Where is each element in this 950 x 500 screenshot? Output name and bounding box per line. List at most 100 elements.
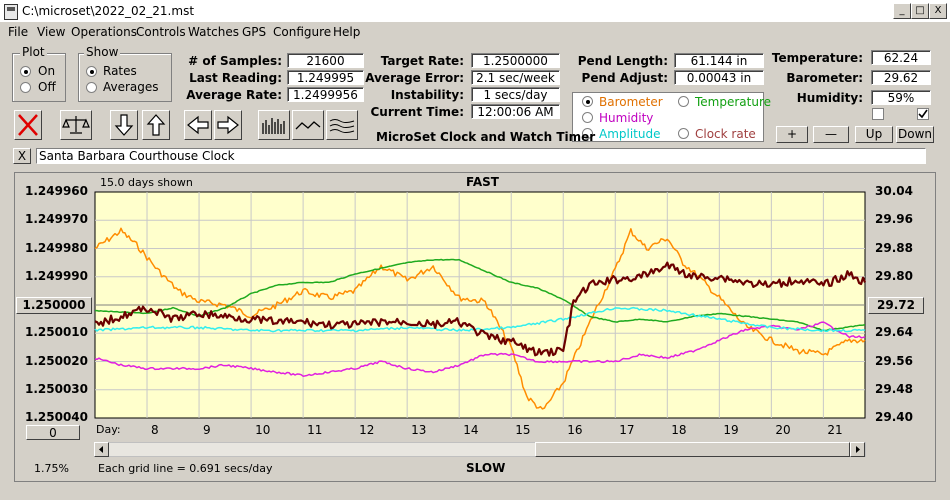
title-bar[interactable]: C:\microset\2022_02_21.mst _ □ X	[0, 0, 950, 22]
menu-file[interactable]: File	[8, 25, 29, 39]
scrollbar-thumb[interactable]	[535, 442, 850, 457]
y2-tick-label: 29.40	[875, 410, 913, 424]
rate-down-button[interactable]	[110, 110, 138, 140]
checkbox-right[interactable]	[917, 108, 929, 120]
line-graph-icon	[295, 121, 321, 130]
scroll-left-button[interactable]	[184, 110, 212, 140]
right-axis-center-button[interactable]: 29.72	[868, 297, 924, 314]
checkbox-left[interactable]	[872, 108, 884, 120]
series-temperature	[95, 258, 866, 332]
pend-adjust-label: Pend Adjust:	[581, 71, 668, 85]
left-arrow-icon	[187, 115, 209, 135]
pend-length-field: 61.144 in	[674, 53, 764, 68]
histogram-view-button[interactable]	[258, 110, 290, 140]
show-group	[78, 53, 172, 102]
y-tick-label: 1.250030	[24, 381, 88, 396]
up-button[interactable]: Up	[855, 126, 893, 143]
pend-adjust-field: 0.00043 in	[674, 70, 764, 85]
zoom-level: 1.75%	[34, 462, 69, 475]
app-caption: MicroSet Clock and Watch Timer	[376, 130, 596, 144]
stop-button[interactable]	[14, 110, 42, 140]
app-icon[interactable]	[4, 4, 18, 20]
rate-up-button[interactable]	[142, 110, 170, 140]
show-rates-radio[interactable]	[86, 66, 97, 77]
last-reading-field: 1.249995	[287, 70, 364, 85]
chart-frame	[14, 172, 936, 482]
amplitude-option-label[interactable]: Amplitude	[599, 127, 661, 141]
menu-view[interactable]: View	[37, 25, 66, 39]
line-view-button[interactable]	[292, 110, 324, 140]
smooth-view-button[interactable]	[326, 110, 358, 140]
sensor-options-panel	[572, 92, 764, 142]
barometer-option-label[interactable]: Barometer	[599, 95, 663, 109]
y2-tick-label: 29.80	[875, 268, 913, 283]
x-tick-label: 15	[515, 423, 531, 437]
right-triangle-icon	[856, 446, 860, 453]
x-tick-label: 10	[255, 423, 271, 437]
target-rate-field: 1.2500000	[471, 53, 560, 68]
slow-label: SLOW	[466, 461, 506, 475]
show-rates-label[interactable]: Rates	[103, 64, 137, 78]
y-tick-label: 1.250040	[24, 410, 88, 424]
maximize-button[interactable]: □	[911, 3, 929, 19]
target-rate-label: Target Rate:	[380, 54, 464, 68]
plot-off-label[interactable]: Off	[38, 80, 56, 94]
y-tick-label: 1.250010	[24, 325, 88, 340]
plot-group-title: Plot	[20, 45, 47, 59]
x-tick-label: 18	[671, 423, 687, 437]
x-tick-label: 17	[619, 423, 635, 437]
series-barometer	[94, 227, 866, 410]
balance-scale-icon	[62, 116, 90, 134]
left-axis-reset-button[interactable]: 0	[26, 425, 80, 440]
y2-tick-label: 29.88	[875, 240, 913, 255]
decrease-button[interactable]: —	[813, 126, 849, 143]
x-tick-label: 11	[307, 423, 323, 437]
y-tick-label: 1.250020	[24, 353, 88, 368]
plot-off-radio[interactable]	[20, 82, 31, 93]
average-rate-field: 1.2499956	[287, 87, 364, 102]
temperature-option-radio[interactable]	[678, 96, 689, 107]
barometer-option-radio[interactable]	[582, 96, 593, 107]
scroll-right-button[interactable]	[214, 110, 242, 140]
instability-field: 1 secs/day	[471, 87, 560, 102]
clock-rate-option-radio[interactable]	[678, 128, 689, 139]
humidity-option-radio[interactable]	[582, 112, 593, 123]
increase-button[interactable]: +	[776, 126, 808, 143]
plot-on-radio[interactable]	[20, 66, 31, 77]
plot-on-label[interactable]: On	[38, 64, 56, 78]
temperature-option-label[interactable]: Temperature	[695, 95, 772, 109]
histogram-icon	[262, 118, 285, 134]
check-mark-icon	[918, 109, 928, 119]
scroll-left-arrow[interactable]	[94, 442, 109, 457]
y-tick-label: 1.249960	[24, 184, 88, 198]
humidity-option-label[interactable]: Humidity	[599, 111, 654, 125]
show-averages-label[interactable]: Averages	[103, 80, 159, 94]
scroll-right-arrow[interactable]	[850, 442, 865, 457]
close-button[interactable]: X	[929, 3, 947, 19]
gridlines	[95, 192, 865, 418]
amplitude-option-radio[interactable]	[582, 128, 593, 139]
down-button[interactable]: Down	[896, 126, 934, 143]
menu-controls[interactable]: Controls	[136, 25, 186, 39]
x-tick-label: 8	[151, 423, 159, 437]
x-tick-label: 12	[359, 423, 375, 437]
show-group-title: Show	[84, 45, 121, 59]
menu-help[interactable]: Help	[333, 25, 361, 39]
wave-lines-icon	[329, 119, 355, 133]
menu-gps[interactable]: GPS	[242, 25, 267, 39]
clear-watch-button[interactable]: X	[13, 148, 31, 164]
average-rate-label: Average Rate:	[186, 88, 282, 102]
balance-button[interactable]	[60, 110, 92, 140]
minimize-button[interactable]: _	[893, 3, 911, 19]
clock-rate-option-label[interactable]: Clock rate	[695, 127, 756, 141]
y2-tick-label: 30.04	[875, 184, 913, 198]
series-amplitude	[94, 306, 866, 333]
show-averages-radio[interactable]	[86, 82, 97, 93]
left-axis-center-button[interactable]: 1.250000	[16, 297, 92, 314]
menu-watches[interactable]: Watches	[188, 25, 239, 39]
watch-name-field[interactable]: Santa Barbara Courthouse Clock	[36, 148, 926, 164]
menu-configure[interactable]: Configure	[273, 25, 332, 39]
up-arrow-icon	[146, 114, 166, 136]
menu-operations[interactable]: Operations	[71, 25, 137, 39]
right-arrow-icon	[217, 115, 239, 135]
